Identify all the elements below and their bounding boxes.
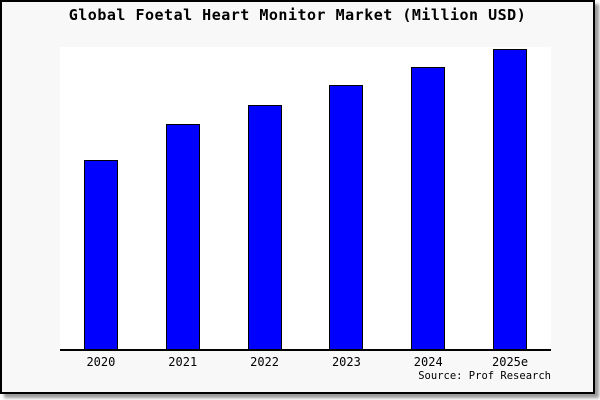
plot-area	[60, 47, 551, 351]
x-tick-label-2024: 2024	[413, 355, 443, 369]
x-tick-label-2022: 2022	[250, 355, 280, 369]
x-tick-label-2020: 2020	[86, 355, 116, 369]
chart-card: Global Foetal Heart Monitor Market (Mill…	[0, 0, 595, 394]
bar-2020	[83, 160, 118, 349]
bar-2024	[411, 67, 446, 349]
bar-2023	[329, 85, 364, 349]
source-note: Source: Prof Research	[418, 370, 551, 382]
x-tick-label-2025e: 2025e	[492, 355, 529, 369]
x-tick-label-2021: 2021	[168, 355, 198, 369]
bar-2025e	[493, 49, 528, 349]
x-tick-label-2023: 2023	[331, 355, 361, 369]
chart-title: Global Foetal Heart Monitor Market (Mill…	[68, 6, 527, 24]
bar-2022	[247, 105, 282, 349]
bar-2021	[165, 124, 200, 349]
